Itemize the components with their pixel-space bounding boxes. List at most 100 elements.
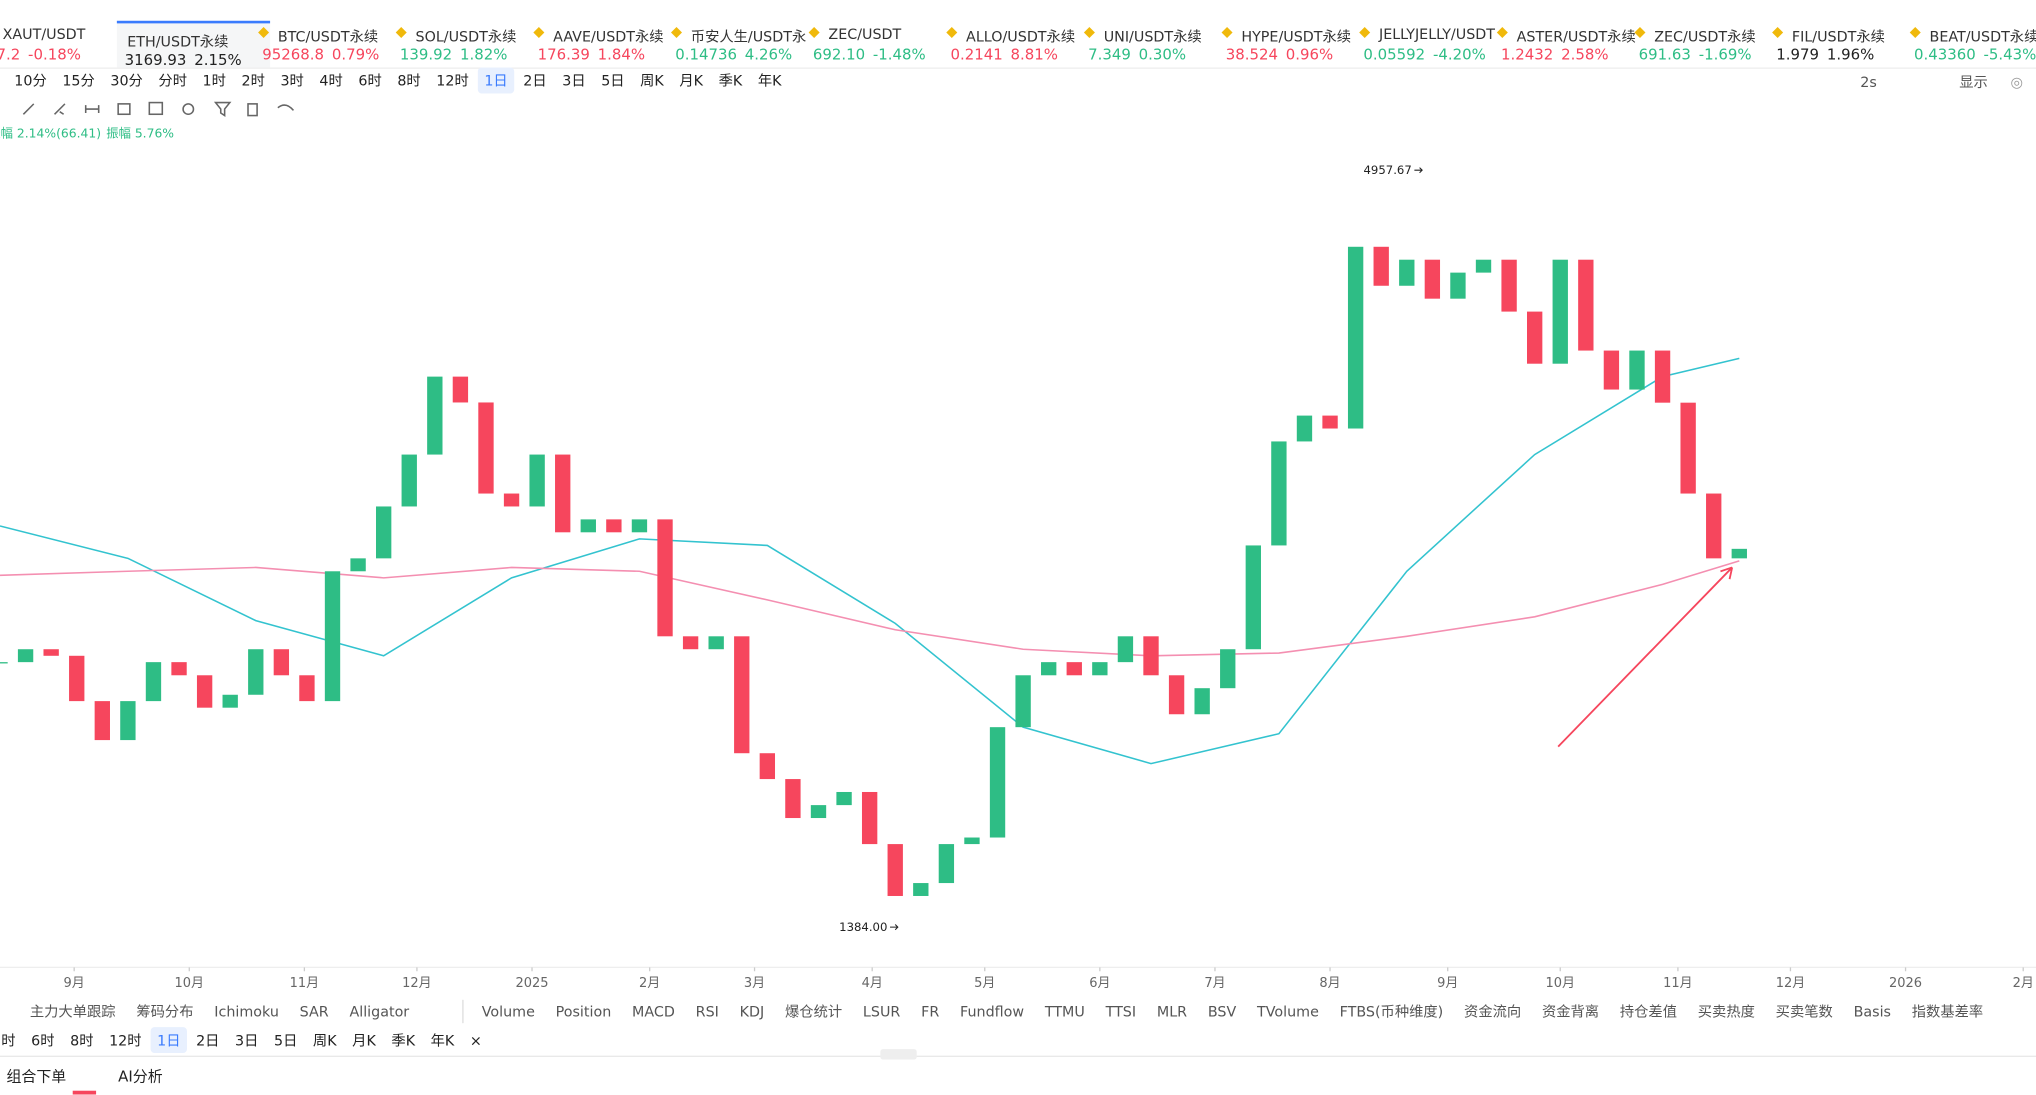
interval-button[interactable]: 月K <box>679 72 704 90</box>
indicator-tab[interactable]: 资金流向 <box>1464 1003 1522 1021</box>
indicator-tab[interactable]: 买卖热度 <box>1697 1003 1755 1021</box>
footer-tab[interactable]: 组合下单 <box>6 1067 67 1086</box>
ticker[interactable]: ZEC/USDT 692.10 -1.48% <box>805 18 958 65</box>
indicator-tab[interactable]: Position <box>555 1003 612 1020</box>
indicator-tab[interactable]: MACD <box>632 1003 675 1020</box>
interval-button[interactable]: 6时 <box>31 1032 55 1050</box>
indicator-tab[interactable]: Basis <box>1853 1003 1891 1020</box>
ticker[interactable]: ALLO/USDT永续 0.2141 8.81% <box>943 18 1096 65</box>
indicator-tab[interactable]: Volume <box>481 1003 535 1020</box>
candle <box>1501 259 1517 312</box>
interval-button[interactable]: 分时 <box>158 72 187 90</box>
refresh-rate[interactable]: 2s <box>1860 74 1877 91</box>
indicator-tab[interactable]: 买卖笔数 <box>1775 1003 1833 1021</box>
interval-button[interactable]: 2日 <box>196 1032 220 1050</box>
interval-button[interactable]: 30分 <box>110 72 143 90</box>
footer-tab[interactable]: AI分析 <box>118 1067 163 1086</box>
interval-button[interactable]: 月K <box>352 1032 376 1050</box>
interval-button[interactable]: 6时 <box>358 72 382 90</box>
interval-button[interactable]: 5日 <box>273 1032 298 1050</box>
candle <box>887 844 903 896</box>
candle <box>1322 415 1338 429</box>
indicator-tab[interactable]: Alligator <box>349 1003 410 1020</box>
interval-button[interactable]: 1日 <box>477 67 515 94</box>
ticker[interactable]: ETH/USDT永续 3169.93 2.15% <box>116 20 271 69</box>
interval-button[interactable]: × <box>469 1031 482 1049</box>
indicator-tab[interactable]: 筹码分布 <box>136 1003 194 1021</box>
ticker-change: -0.18% <box>28 45 81 64</box>
ticker[interactable]: XAUT/USDT 67.2 -0.18% <box>0 18 132 65</box>
interval-button[interactable]: 15分 <box>62 72 95 90</box>
ticker-change: 4.26% <box>744 45 793 64</box>
interval-button[interactable]: 12时 <box>436 72 469 90</box>
x-tick-label: 2025 <box>516 976 549 991</box>
indicator-tab[interactable]: 指数基差率 <box>1911 1003 1984 1021</box>
indicator-tab[interactable]: SAR <box>299 1003 329 1020</box>
interval-button[interactable]: 12时 <box>109 1032 142 1050</box>
indicator-tab[interactable]: BSV <box>1207 1003 1237 1020</box>
ticker-symbol: JELLYJELLY/USDT <box>1378 25 1496 43</box>
indicator-tab[interactable]: 持仓差值 <box>1619 1003 1677 1021</box>
interval-button[interactable]: 10分 <box>14 72 47 90</box>
ticker[interactable]: JELLYJELLY/USDT 0.05592 -4.20% <box>1356 18 1509 65</box>
interval-button[interactable]: 2时 <box>241 72 265 90</box>
interval-button[interactable]: 5日 <box>601 72 625 90</box>
candle <box>17 649 34 663</box>
ticker[interactable]: 币安人生/USDT永 0.14736 4.26% <box>667 18 820 65</box>
interval-button[interactable]: 周K <box>640 72 664 90</box>
ticker[interactable]: FIL/USDT永续 1.979 1.96% <box>1769 18 1922 65</box>
candle <box>273 649 290 676</box>
candle <box>1092 662 1108 676</box>
interval-bar-bottom: 时 6时 8时 12时 1日 2日 3日 5日 周K 月K 季K 年K × <box>0 1027 491 1054</box>
candle <box>1603 350 1620 390</box>
ticker[interactable]: ASTER/USDT永续 1.2432 2.58% <box>1493 18 1646 65</box>
indicator-tab[interactable]: FTBS(币种维度) <box>1339 1003 1444 1021</box>
indicator-tab[interactable]: Fundflow <box>960 1003 1025 1020</box>
interval-button[interactable]: 1日 <box>150 1027 187 1054</box>
interval-button[interactable]: 季K <box>391 1032 416 1050</box>
amplitude: 振幅 2.14%(66.41) <box>0 127 102 142</box>
ticker[interactable]: UNI/USDT永续 7.349 0.30% <box>1080 18 1233 65</box>
indicator-tab[interactable]: LSUR <box>862 1003 901 1020</box>
interval-button[interactable]: 年K <box>757 72 782 90</box>
interval-button[interactable]: 3日 <box>562 72 586 90</box>
interval-button[interactable]: 4时 <box>319 72 343 90</box>
indicator-tab[interactable]: MLR <box>1156 1003 1188 1020</box>
interval-button[interactable]: 季K <box>718 72 743 90</box>
ticker-change: -4.20% <box>1432 45 1486 64</box>
ticker[interactable]: HYPE/USDT永续 38.524 0.96% <box>1218 18 1371 65</box>
ticker[interactable]: ZEC/USDT永续 691.63 -1.69% <box>1631 18 1784 65</box>
interval-button[interactable]: 周K <box>312 1032 337 1050</box>
ticker[interactable]: BEAT/USDT永续 0.43360 -5.43% <box>1906 18 2036 65</box>
indicator-tab[interactable]: TTSI <box>1105 1003 1137 1020</box>
interval-button[interactable]: 8时 <box>397 72 421 90</box>
candle <box>861 791 878 845</box>
indicator-tab[interactable]: KDJ <box>739 1003 765 1020</box>
indicator-tab[interactable]: 主力大单跟踪 <box>29 1003 116 1021</box>
indicator-tab[interactable]: 爆仓统计 <box>785 1003 843 1021</box>
interval-button[interactable]: 3日 <box>235 1032 259 1050</box>
display-toggle[interactable]: 显示 <box>1959 74 1988 91</box>
indicator-tab[interactable]: RSI <box>695 1003 719 1020</box>
candle <box>503 493 520 507</box>
ticker-quote: 67.2 -0.18% <box>0 45 81 63</box>
interval-button[interactable]: 2日 <box>523 72 547 90</box>
interval-button[interactable]: 1时 <box>202 72 226 90</box>
ticker-quote: 176.39 1.84% <box>538 45 646 63</box>
ticker-symbol: ZEC/USDT <box>828 25 902 43</box>
interval-button[interactable]: 8时 <box>70 1032 94 1050</box>
indicator-tab[interactable]: TVolume <box>1257 1003 1319 1020</box>
ticker-symbol: ALLO/USDT永续 <box>966 28 1076 46</box>
indicator-tab[interactable]: Ichimoku <box>214 1003 279 1020</box>
indicator-tab[interactable]: FR <box>921 1003 940 1020</box>
ticker[interactable]: AAVE/USDT永续 176.39 1.84% <box>530 18 683 65</box>
ticker[interactable]: BTC/USDT永续 95268.8 0.79% <box>255 18 408 65</box>
indicator-tab[interactable]: 资金背离 <box>1541 1003 1600 1021</box>
interval-button[interactable]: 3时 <box>280 72 304 90</box>
ticker[interactable]: SOL/USDT永续 139.92 1.82% <box>392 18 545 65</box>
interval-button[interactable]: 时 <box>1 1032 16 1050</box>
indicator-tab[interactable]: TTMU <box>1044 1003 1085 1020</box>
interval-button[interactable]: 年K <box>430 1032 455 1050</box>
ticker-price: 692.10 <box>812 45 866 64</box>
price-marker-arrow <box>1414 167 1423 174</box>
